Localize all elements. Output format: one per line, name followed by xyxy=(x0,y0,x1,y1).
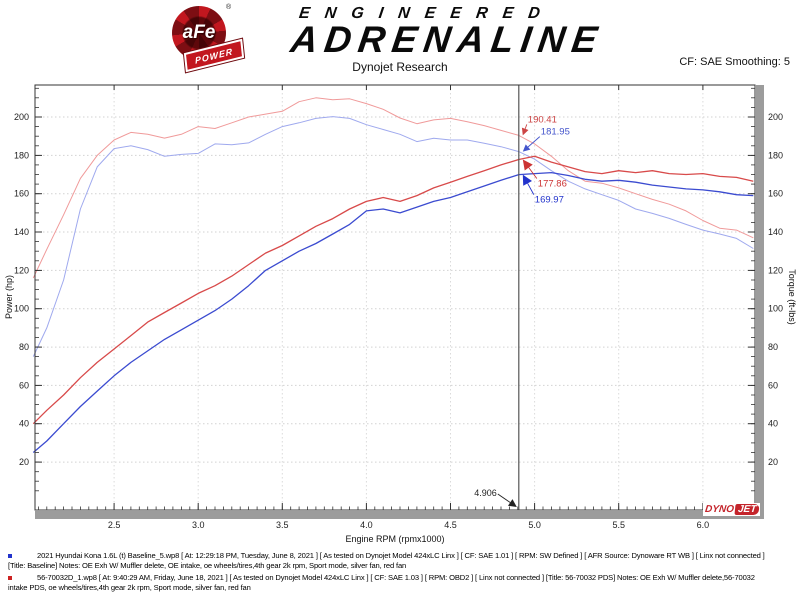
y-tick-label-right: 80 xyxy=(768,342,778,352)
y-tick-label-right: 140 xyxy=(768,227,783,237)
legend-bullet-red xyxy=(8,576,12,580)
chart-subtitle: Dynojet Research xyxy=(352,60,448,74)
y-tick-label-left: 140 xyxy=(14,227,29,237)
x-axis-title: Engine RPM (rpmx1000) xyxy=(345,534,444,544)
x-tick-label: 6.0 xyxy=(697,520,710,530)
registered-trademark-icon: ® xyxy=(226,4,232,11)
smoothing-setting: CF: SAE Smoothing: 5 xyxy=(679,56,790,68)
dynojet-logo-dyno: DYNO xyxy=(704,504,735,515)
y-tick-label-left: 160 xyxy=(14,189,29,199)
y-tick-label-right: 200 xyxy=(768,112,783,122)
y-tick-label-right: 100 xyxy=(768,304,783,314)
cursor-marker-value: 169.97 xyxy=(535,195,564,206)
y-tick-label-left: 60 xyxy=(19,380,29,390)
torque-curve-blue xyxy=(32,116,754,357)
x-tick-label: 3.0 xyxy=(192,520,205,530)
legend-entry-intake: 56-70032D_1.wp8 [ At: 9:40:29 AM, Friday… xyxy=(0,573,800,593)
run-legend: 2021 Hyundai Kona 1.6L (t) Baseline_5.wp… xyxy=(0,551,800,595)
x-tick-label: 2.5 xyxy=(108,520,121,530)
y-tick-label-right: 60 xyxy=(768,380,778,390)
cursor-rpm-label: 4.906 xyxy=(474,488,497,498)
cursor-marker-value: 190.41 xyxy=(528,114,557,125)
y-tick-label-left: 40 xyxy=(19,419,29,429)
dynojet-logo-jet: JET xyxy=(734,504,760,515)
y-tick-label-right: 120 xyxy=(768,265,783,275)
y-tick-label-right: 180 xyxy=(768,150,783,160)
x-tick-label: 4.5 xyxy=(444,520,457,530)
power-curve-red xyxy=(32,155,754,425)
afe-power-logo: aFe ® POWER xyxy=(170,4,280,73)
x-tick-label: 4.0 xyxy=(360,520,373,530)
y-tick-label-right: 20 xyxy=(768,457,778,467)
afe-logo-circle: aFe xyxy=(172,6,226,60)
power-curve-blue xyxy=(32,171,754,453)
legend-entry-baseline: 2021 Hyundai Kona 1.6L (t) Baseline_5.wp… xyxy=(0,551,800,571)
x-tick-label: 5.5 xyxy=(612,520,625,530)
y-tick-label-left: 100 xyxy=(14,304,29,314)
cursor-marker-value: 181.95 xyxy=(541,127,570,138)
scrollbar-horizontal[interactable] xyxy=(35,511,764,519)
dynojet-logo: DYNO JET xyxy=(703,503,761,516)
y-tick-label-left: 120 xyxy=(14,265,29,275)
legend-line: [Title: Baseline] Notes: OE Exh W/ Muffl… xyxy=(8,561,407,570)
y-axis-title-left: Power (hp) xyxy=(4,275,14,319)
y-tick-label-left: 20 xyxy=(19,457,29,467)
y-tick-label-right: 40 xyxy=(768,419,778,429)
plot-border xyxy=(34,84,756,511)
cursor-marker-value: 177.86 xyxy=(538,179,567,190)
x-tick-label: 3.5 xyxy=(276,520,289,530)
x-tick-label: 5.0 xyxy=(528,520,541,530)
y-tick-label-left: 80 xyxy=(19,342,29,352)
afe-logo-text: aFe xyxy=(182,22,216,43)
torque-curve-red xyxy=(32,97,754,279)
scrollbar-vertical[interactable] xyxy=(756,85,764,519)
legend-line: 56-70032D_1.wp8 [ At: 9:40:29 AM, Friday… xyxy=(37,573,755,582)
y-tick-label-left: 180 xyxy=(14,150,29,160)
legend-line: 2021 Hyundai Kona 1.6L (t) Baseline_5.wp… xyxy=(37,551,765,560)
y-tick-label-left: 200 xyxy=(14,112,29,122)
y-tick-label-right: 160 xyxy=(768,189,783,199)
y-axis-title-right: Torque (ft-lbs) xyxy=(787,269,797,325)
legend-bullet-blue xyxy=(8,554,12,558)
legend-line: intake PDS, oe wheels/tires,4th gear 2k … xyxy=(8,583,251,592)
